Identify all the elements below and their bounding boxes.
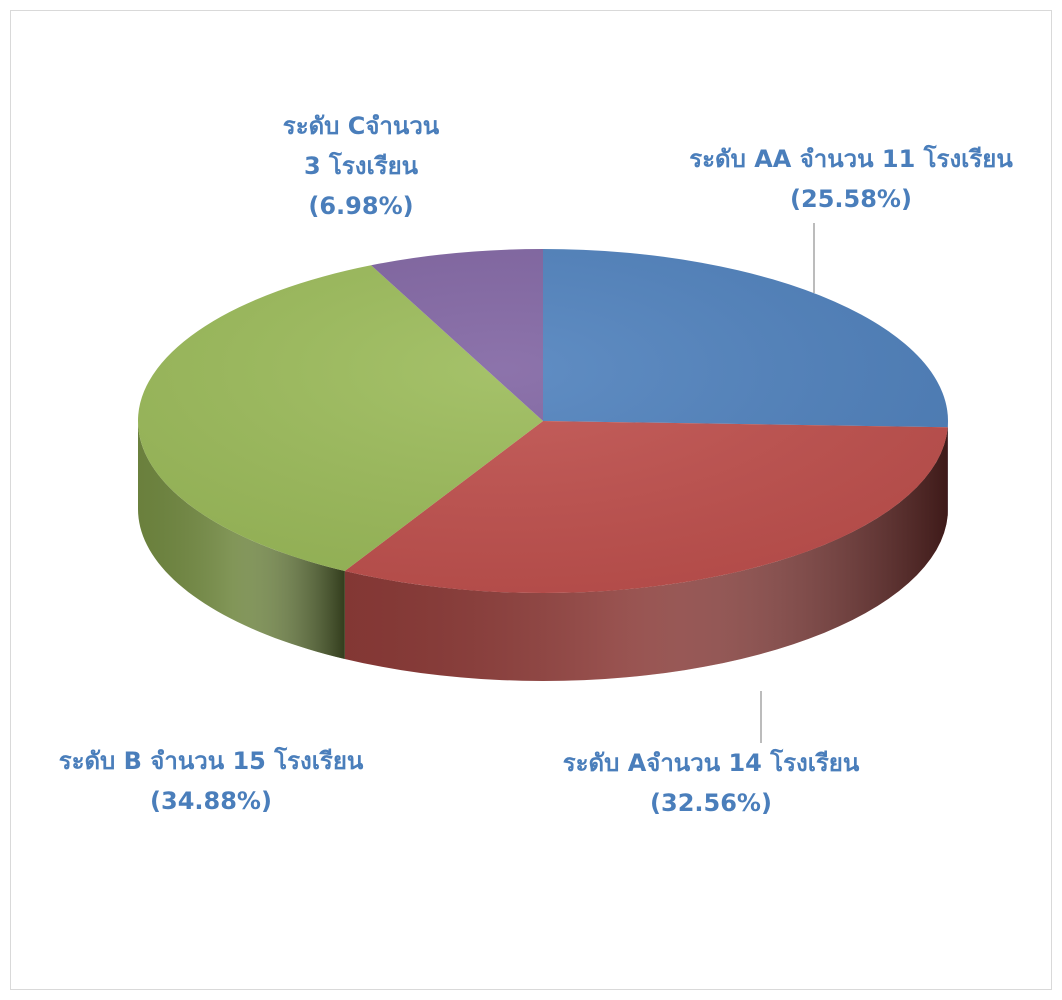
slice-label-b: ระดับ B จำนวน 15 โรงเรียน (34.88%): [31, 741, 391, 821]
slice-label-c-percent: (6.98%): [308, 192, 414, 220]
slice-label-b-text: ระดับ B จำนวน 15 โรงเรียน: [58, 747, 364, 775]
slice-label-c-text-2: 3 โรงเรียน: [303, 152, 419, 180]
slice-label-a-percent: (32.56%): [650, 789, 772, 817]
slice-label-aa: ระดับ AA จำนวน 11 โรงเรียน (25.58%): [651, 139, 1051, 219]
slice-label-aa-text: ระดับ AA จำนวน 11 โรงเรียน: [689, 145, 1013, 173]
pie-side-shade-a: [344, 427, 948, 681]
slice-label-c: ระดับ Cจำนวน 3 โรงเรียน (6.98%): [231, 106, 491, 226]
slice-label-c-text: ระดับ Cจำนวน: [282, 112, 440, 140]
slice-label-aa-percent: (25.58%): [790, 185, 912, 213]
pie-chart: [138, 223, 948, 743]
slice-label-b-percent: (34.88%): [150, 787, 272, 815]
pie-side-shade-b: [138, 421, 345, 659]
chart-area: ระดับ AA จำนวน 11 โรงเรียน (25.58%) ระดั…: [10, 10, 1052, 990]
pie-top-shine: [138, 249, 948, 593]
slice-label-a: ระดับ Aจำนวน 14 โรงเรียน (32.56%): [531, 743, 891, 823]
slice-label-a-text: ระดับ Aจำนวน 14 โรงเรียน: [562, 749, 860, 777]
